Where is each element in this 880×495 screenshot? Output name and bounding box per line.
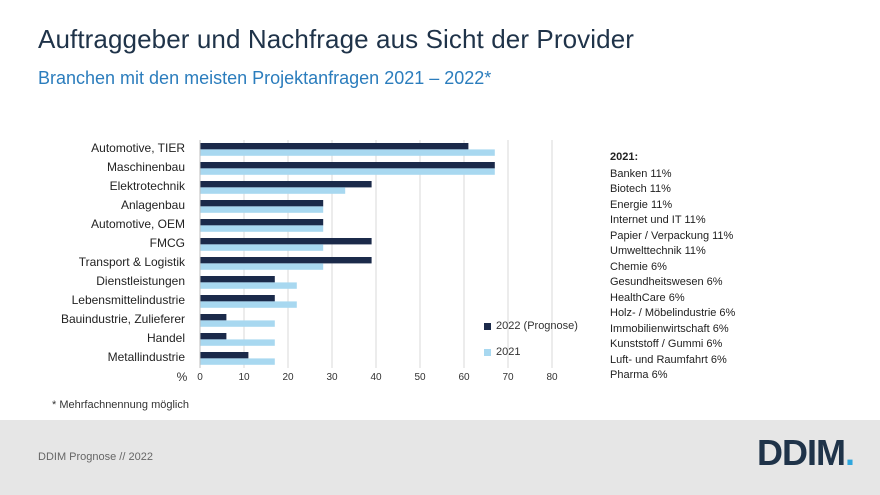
side-panel-item: Luft- und Raumfahrt 6% bbox=[610, 353, 727, 366]
side-panel-item: Immobilienwirtschaft 6% bbox=[610, 322, 729, 335]
x-tick-label: 0 bbox=[197, 372, 203, 383]
x-tick-label: 60 bbox=[458, 372, 470, 383]
x-axis-label: % bbox=[177, 370, 188, 384]
side-panel-item: Papier / Verpackung 11% bbox=[610, 229, 734, 242]
bar-2022 bbox=[200, 333, 227, 340]
bar-2021 bbox=[200, 282, 297, 289]
bar-2021 bbox=[200, 149, 495, 156]
y-category-label: Lebensmittelindustrie bbox=[72, 293, 186, 307]
x-tick-label: 40 bbox=[370, 372, 382, 383]
x-tick-label: 50 bbox=[414, 372, 426, 383]
side-panel-item: Internet und IT 11% bbox=[610, 214, 706, 226]
page-title: Auftraggeber und Nachfrage aus Sicht der… bbox=[38, 24, 635, 54]
side-panel-item: HealthCare 6% bbox=[610, 291, 685, 304]
y-category-label: Handel bbox=[147, 331, 185, 345]
footer-bar: DDIM Prognose // 2022 DDIM. bbox=[0, 420, 880, 495]
y-category-label: Elektrotechnik bbox=[110, 179, 186, 193]
x-tick-label: 10 bbox=[238, 372, 250, 383]
side-panel-item: Energie 11% bbox=[610, 198, 673, 211]
footer-text: DDIM Prognose // 2022 bbox=[38, 451, 153, 463]
side-panel-item: Chemie 6% bbox=[610, 260, 667, 273]
bar-2022 bbox=[200, 200, 324, 207]
bar-2022 bbox=[200, 219, 324, 226]
bar-2021 bbox=[200, 225, 324, 232]
ddim-logo: DDIM. bbox=[756, 432, 855, 474]
x-tick-label: 30 bbox=[326, 372, 338, 383]
side-panel-item: Umwelttechnik 11% bbox=[610, 245, 706, 257]
legend-swatch-2021 bbox=[484, 348, 491, 356]
bar-2021 bbox=[200, 187, 346, 194]
bar-2021 bbox=[200, 320, 275, 327]
bar-2021 bbox=[200, 263, 324, 270]
page-subtitle: Branchen mit den meisten Projektanfragen… bbox=[38, 68, 492, 88]
bar-2022 bbox=[200, 352, 249, 359]
side-panel-item: Banken 11% bbox=[610, 167, 672, 180]
bar-2022 bbox=[200, 314, 227, 321]
bar-2022 bbox=[200, 276, 275, 283]
bar-2022 bbox=[200, 257, 372, 264]
legend-item-2022: 2022 (Prognose) bbox=[484, 320, 578, 332]
y-category-label: Bauindustrie, Zulieferer bbox=[61, 312, 185, 326]
side-panel-2021: 2021: Banken 11% Biotech 11% Energie 11% In… bbox=[610, 150, 735, 384]
y-category-label: Maschinenbau bbox=[107, 160, 185, 174]
side-panel-item: Holz- / Möbelindustrie 6% bbox=[610, 307, 736, 319]
legend-swatch-2022 bbox=[484, 322, 491, 330]
side-panel-list: Banken 11% Biotech 11% Energie 11% Internet… bbox=[610, 167, 735, 384]
side-panel-item: Gesundheitswesen 6% bbox=[610, 276, 723, 288]
bar-2021 bbox=[200, 301, 297, 308]
side-panel-header: 2021: bbox=[610, 151, 639, 163]
bar-2022 bbox=[200, 143, 469, 150]
bar-2021 bbox=[200, 244, 324, 251]
legend-label-2021: 2021 bbox=[496, 346, 521, 358]
bar-2021 bbox=[200, 206, 324, 213]
bar-chart: 0 10 20 30 40 50 60 70 80% Automotive, TIER Maschi… bbox=[61, 140, 558, 384]
footnote: * Mehrfachnennung möglich bbox=[52, 399, 189, 411]
legend-label-2022: 2022 (Prognose) bbox=[496, 320, 578, 332]
bar-2021 bbox=[200, 168, 495, 175]
legend-item-2021: 2021 bbox=[484, 346, 520, 358]
side-panel-item: Biotech 11% bbox=[610, 183, 671, 195]
bar-2022 bbox=[200, 181, 372, 188]
y-category-label: Anlagenbau bbox=[121, 198, 185, 212]
side-panel-item: Pharma 6% bbox=[610, 369, 668, 381]
y-category-label: Automotive, TIER bbox=[91, 141, 185, 155]
x-tick-label: 80 bbox=[546, 372, 558, 383]
y-category-label: Metallindustrie bbox=[108, 350, 186, 364]
bar-2022 bbox=[200, 162, 495, 169]
y-category-label: Dienstleistungen bbox=[96, 274, 185, 288]
y-category-label: Automotive, OEM bbox=[91, 217, 185, 231]
x-tick-label: 20 bbox=[282, 372, 294, 383]
y-category-label: Transport & Logistik bbox=[79, 255, 186, 269]
y-category-label: FMCG bbox=[150, 236, 185, 250]
x-tick-label: 70 bbox=[502, 372, 514, 383]
bar-2021 bbox=[200, 358, 275, 365]
logo-text: DDIM bbox=[756, 432, 846, 473]
logo-dot: . bbox=[844, 432, 855, 473]
side-panel-item: Kunststoff / Gummi 6% bbox=[610, 338, 723, 350]
bar-2022 bbox=[200, 238, 372, 245]
bar-2021 bbox=[200, 339, 275, 346]
bar-2022 bbox=[200, 295, 275, 302]
